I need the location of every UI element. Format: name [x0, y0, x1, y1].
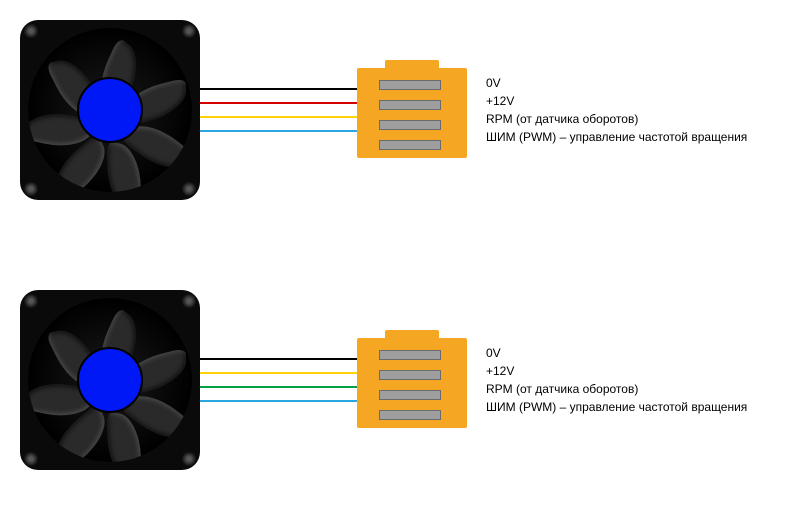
fan-icon	[20, 20, 200, 200]
fan-wiring-diagram-2: 0V +12V RPM (от датчика оборотов) ШИМ (PWM)…	[0, 290, 800, 480]
pin-label-3: RPM (от датчика оборотов)	[486, 382, 638, 396]
pin-label-4: ШИМ (PWM) – управление частотой вращения	[486, 130, 747, 144]
fan-connector	[357, 338, 467, 428]
fan-connector	[357, 68, 467, 158]
wire-1	[200, 88, 360, 90]
connector-key	[385, 330, 439, 338]
connector-pin-2	[379, 370, 441, 380]
pin-label-1: 0V	[486, 76, 501, 90]
connector-pin-4	[379, 410, 441, 420]
connector-pin-1	[379, 80, 441, 90]
connector-key	[385, 60, 439, 68]
connector-pin-1	[379, 350, 441, 360]
pin-label-2: +12V	[486, 94, 514, 108]
wire-4	[200, 400, 360, 402]
wire-2	[200, 372, 360, 374]
pin-label-2: +12V	[486, 364, 514, 378]
connector-pin-3	[379, 390, 441, 400]
fan-hub	[77, 77, 143, 143]
pin-label-1: 0V	[486, 346, 501, 360]
wire-2	[200, 102, 360, 104]
wire-3	[200, 386, 360, 388]
fan-wiring-diagram-1: 0V +12V RPM (от датчика оборотов) ШИМ (PWM)…	[0, 20, 800, 210]
pin-label-4: ШИМ (PWM) – управление частотой вращения	[486, 400, 747, 414]
wire-3	[200, 116, 360, 118]
fan-hub	[77, 347, 143, 413]
fan-icon	[20, 290, 200, 470]
wire-4	[200, 130, 360, 132]
wire-1	[200, 358, 360, 360]
connector-pin-3	[379, 120, 441, 130]
connector-pin-4	[379, 140, 441, 150]
pin-label-3: RPM (от датчика оборотов)	[486, 112, 638, 126]
fan-ring	[28, 298, 192, 462]
connector-pin-2	[379, 100, 441, 110]
fan-ring	[28, 28, 192, 192]
